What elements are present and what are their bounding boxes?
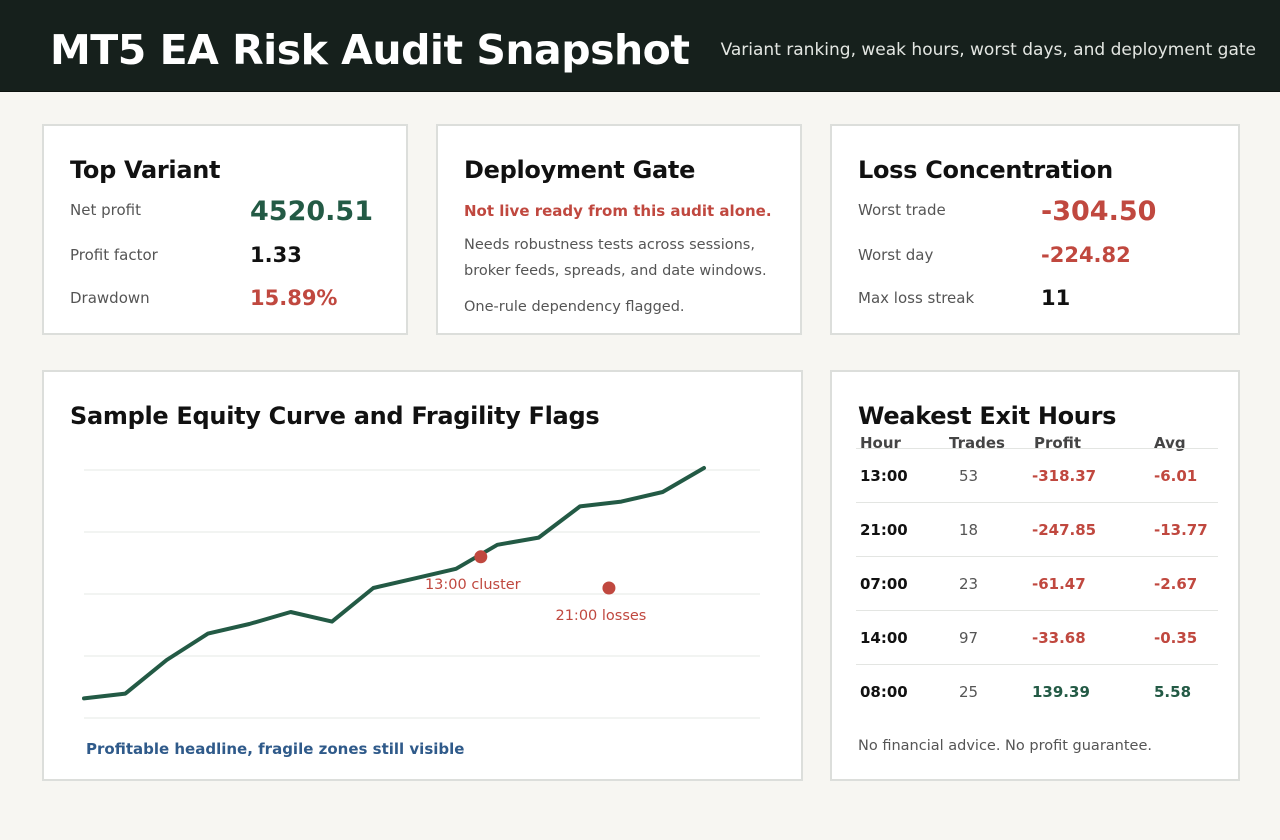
page-subtitle: Variant ranking, weak hours, worst days,… (720, 40, 1256, 60)
gate-alert-text: Not live ready from this audit alone. (464, 202, 772, 220)
cell-profit: -33.68 (1032, 629, 1086, 647)
cell-hour: 08:00 (860, 683, 908, 701)
table-row: 08:00 25 139.39 5.58 (856, 664, 1218, 718)
cell-profit: -247.85 (1032, 521, 1097, 539)
page-header: MT5 EA Risk Audit Snapshot Variant ranki… (0, 0, 1280, 92)
col-header-avg: Avg (1154, 434, 1186, 452)
equity-series-line (82, 466, 706, 701)
loss-concentration-title: Loss Concentration (858, 156, 1113, 184)
cell-avg: -2.67 (1154, 575, 1198, 593)
cell-hour: 21:00 (860, 521, 908, 539)
cell-profit: 139.39 (1032, 683, 1090, 701)
max-loss-streak-value: 11 (1041, 286, 1071, 310)
top-variant-card: Top Variant Net profit 4520.51 Profit fa… (42, 124, 408, 335)
cell-trades: 97 (959, 629, 979, 647)
col-header-profit: Profit (1034, 434, 1081, 452)
chart-caption: Profitable headline, fragile zones still… (86, 740, 465, 758)
drawdown-value: 15.89% (250, 286, 338, 310)
fragility-flag-point (474, 550, 488, 564)
profit-factor-label: Profit factor (70, 246, 158, 264)
gate-text-line1: Needs robustness tests across sessions, (464, 237, 755, 253)
cell-hour: 13:00 (860, 467, 908, 485)
net-profit-value: 4520.51 (250, 196, 373, 227)
cell-trades: 23 (959, 575, 979, 593)
cell-trades: 25 (959, 683, 979, 701)
equity-chart-title: Sample Equity Curve and Fragility Flags (70, 402, 600, 430)
cell-avg: 5.58 (1154, 683, 1192, 701)
max-loss-streak-label: Max loss streak (858, 289, 975, 307)
fragility-flags: 13:00 cluster 21:00 losses (425, 550, 646, 624)
deployment-gate-card: Deployment Gate Not live ready from this… (436, 124, 802, 335)
cell-profit: -61.47 (1032, 575, 1086, 593)
cell-profit: -318.37 (1032, 467, 1097, 485)
gate-text-line2: broker feeds, spreads, and date windows. (464, 263, 767, 279)
equity-chart: 13:00 cluster 21:00 losses (82, 466, 760, 719)
cell-trades: 18 (959, 521, 979, 539)
equity-chart-card: Sample Equity Curve and Fragility Flags … (42, 370, 803, 781)
cell-hour: 14:00 (860, 629, 908, 647)
fragility-flag-label: 21:00 losses (555, 608, 646, 624)
cell-avg: -0.35 (1154, 629, 1198, 647)
col-header-hour: Hour (860, 434, 901, 452)
cell-trades: 53 (959, 467, 979, 485)
cell-avg: -13.77 (1154, 521, 1208, 539)
top-variant-title: Top Variant (70, 156, 221, 184)
gate-text-line3: One-rule dependency flagged. (464, 299, 685, 315)
net-profit-label: Net profit (70, 201, 141, 219)
deployment-gate-title: Deployment Gate (464, 156, 696, 184)
weak-hours-title: Weakest Exit Hours (858, 402, 1117, 430)
worst-trade-label: Worst trade (858, 201, 946, 219)
disclaimer-text: No financial advice. No profit guarantee… (858, 738, 1152, 754)
fragility-flag-label: 13:00 cluster (425, 577, 521, 593)
cell-avg: -6.01 (1154, 467, 1198, 485)
table-row: 13:00 53 -318.37 -6.01 (856, 448, 1218, 502)
table-row: 14:00 97 -33.68 -0.35 (856, 610, 1218, 664)
loss-concentration-card: Loss Concentration Worst trade -304.50 W… (830, 124, 1240, 335)
fragility-flag-point (602, 581, 616, 595)
weak-hours-card: Weakest Exit Hours Hour Trades Profit Av… (830, 370, 1240, 781)
cell-hour: 07:00 (860, 575, 908, 593)
table-row: 21:00 18 -247.85 -13.77 (856, 502, 1218, 556)
drawdown-label: Drawdown (70, 289, 150, 307)
chart-gridlines (84, 469, 760, 719)
table-row: 07:00 23 -61.47 -2.67 (856, 556, 1218, 610)
col-header-trades: Trades (949, 434, 1005, 452)
worst-trade-value: -304.50 (1041, 196, 1157, 227)
page-title: MT5 EA Risk Audit Snapshot (50, 26, 690, 74)
worst-day-label: Worst day (858, 246, 934, 264)
profit-factor-value: 1.33 (250, 243, 302, 267)
worst-day-value: -224.82 (1041, 243, 1131, 267)
